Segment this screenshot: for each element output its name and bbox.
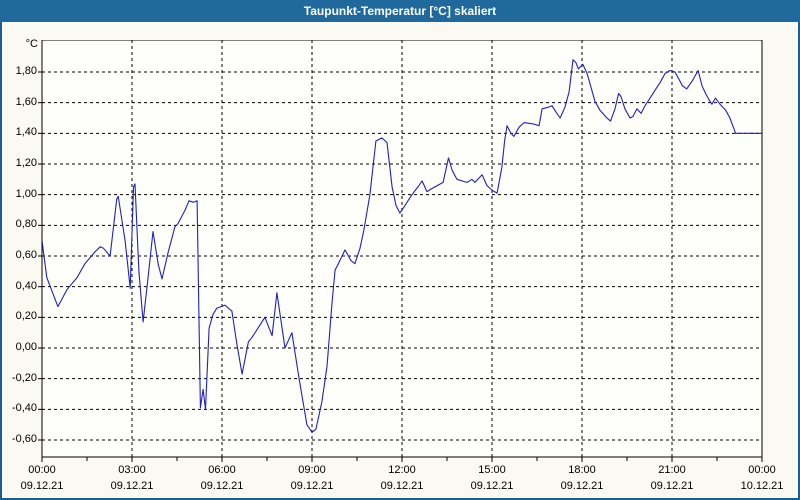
- x-tick-date-label: 09.12.21: [290, 480, 334, 492]
- y-tick-label: 0,80: [15, 218, 37, 231]
- y-axis-unit-label: °C: [25, 38, 38, 50]
- y-tick-label: -0,20: [11, 371, 37, 384]
- x-tick-date-label: 09.12.21: [20, 480, 64, 492]
- x-tick-time-label: 03:00: [118, 464, 146, 476]
- y-tick-label: 1,80: [15, 65, 37, 77]
- y-tick-label: 0,40: [15, 279, 37, 292]
- y-tick-label: 1,20: [15, 157, 37, 169]
- x-tick-time-label: 18:00: [568, 464, 596, 476]
- x-tick-date-label: 09.12.21: [470, 480, 514, 492]
- x-tick-time-label: 00:00: [28, 464, 56, 476]
- x-tick-date-label: 09.12.21: [200, 480, 244, 492]
- y-tick-label: 1,00: [15, 187, 37, 200]
- x-tick-date-label: 10.12.21: [740, 480, 784, 492]
- y-tick-label: 0,00: [15, 341, 37, 353]
- y-tick-label: 0,60: [15, 249, 37, 261]
- y-tick-label: 1,60: [15, 95, 37, 108]
- x-tick-date-label: 09.12.21: [110, 480, 154, 492]
- y-tick-label: 1,40: [15, 126, 37, 139]
- y-tick-label: 0,20: [15, 310, 37, 323]
- window-titlebar: Taupunkt-Temperatur [°C] skaliert: [0, 0, 800, 22]
- y-tick-label: -0,40: [11, 402, 37, 415]
- page-title: Taupunkt-Temperatur [°C] skaliert: [303, 4, 497, 18]
- x-tick-date-label: 09.12.21: [650, 480, 694, 492]
- x-tick-time-label: 15:00: [478, 464, 506, 476]
- y-tick-label: -0,60: [11, 432, 37, 445]
- x-tick-time-label: 06:00: [208, 464, 236, 476]
- series-line: [42, 59, 762, 433]
- chart-canvas: [38, 40, 763, 462]
- x-tick-time-label: 00:00: [748, 464, 776, 476]
- x-tick-date-label: 09.12.21: [560, 480, 604, 492]
- x-tick-date-label: 09.12.21: [380, 480, 424, 492]
- x-tick-time-label: 12:00: [388, 464, 416, 476]
- x-tick-time-label: 09:00: [298, 464, 326, 476]
- x-tick-time-label: 21:00: [658, 464, 686, 476]
